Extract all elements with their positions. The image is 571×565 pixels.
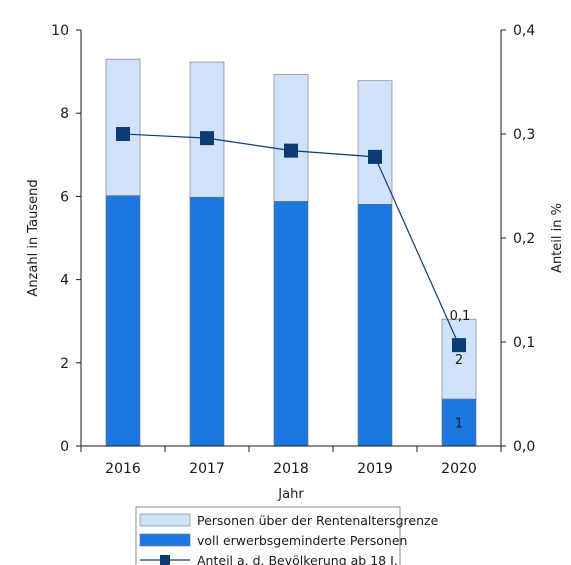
- bar-voll-erwerbsgemindert-2017: [189, 196, 225, 447]
- y-tick-label-left: 6: [60, 189, 69, 205]
- y-axis-title-right: Anteil in %: [550, 203, 565, 273]
- bar-rentenaltersgrenze-2018: [273, 74, 309, 202]
- bar-rentenaltersgrenze-2019: [357, 80, 393, 205]
- point-anteil-2018: [284, 143, 298, 158]
- legend-swatch: [139, 533, 191, 547]
- legend: Personen über der Rentenaltersgrenze voll…: [135, 506, 439, 565]
- y-tick-label-right: 0,0: [513, 439, 535, 455]
- x-axis-title: Jahr: [277, 487, 304, 502]
- point-anteil-2019: [368, 149, 382, 164]
- data-label: 1: [455, 416, 463, 431]
- legend-marker: [160, 555, 170, 565]
- plot-area: 120,1: [105, 58, 477, 447]
- bar-voll-erwerbsgemindert-2020: [441, 398, 477, 447]
- y-tick-label-right: 0,4: [513, 23, 535, 39]
- y-axis-title-left: Anzahl in Tausend: [26, 179, 41, 296]
- point-anteil-2016: [116, 127, 130, 141]
- y-tick-label-left: 0: [60, 439, 69, 455]
- y-tick-label-left: 4: [60, 273, 69, 289]
- data-label: 0,1: [450, 309, 471, 324]
- y-tick-label-right: 0,3: [513, 127, 535, 143]
- y-tick-label-left: 2: [60, 356, 69, 372]
- bar-rentenaltersgrenze-2020: [441, 318, 477, 400]
- point-anteil-2017: [200, 131, 214, 146]
- legend-swatch: [139, 513, 191, 527]
- bar-voll-erwerbsgemindert-2019: [357, 204, 393, 447]
- y-tick-label-right: 0,2: [513, 231, 535, 247]
- legend-label: Anteil a. d. Bevölkerung ab 18 J.: [197, 553, 398, 565]
- x-tick-label: 2019: [357, 461, 393, 477]
- x-tick-label: 2016: [105, 461, 141, 477]
- x-tick-label: 2020: [441, 461, 477, 477]
- y-tick-label-left: 10: [51, 23, 69, 39]
- x-tick-label: 2018: [273, 461, 309, 477]
- bar-voll-erwerbsgemindert-2016: [105, 195, 141, 447]
- y-tick-label-right: 0,1: [513, 335, 535, 351]
- data-label: 2: [455, 353, 463, 368]
- legend-label: voll erwerbsgeminderte Personen: [197, 533, 407, 548]
- bar-rentenaltersgrenze-2017: [189, 61, 225, 198]
- y-tick-label-left: 8: [60, 106, 69, 122]
- legend-label: Personen über der Rentenaltersgrenze: [197, 513, 439, 528]
- x-tick-label: 2017: [189, 461, 225, 477]
- point-anteil-2020: [452, 338, 466, 353]
- bar-voll-erwerbsgemindert-2018: [273, 201, 309, 447]
